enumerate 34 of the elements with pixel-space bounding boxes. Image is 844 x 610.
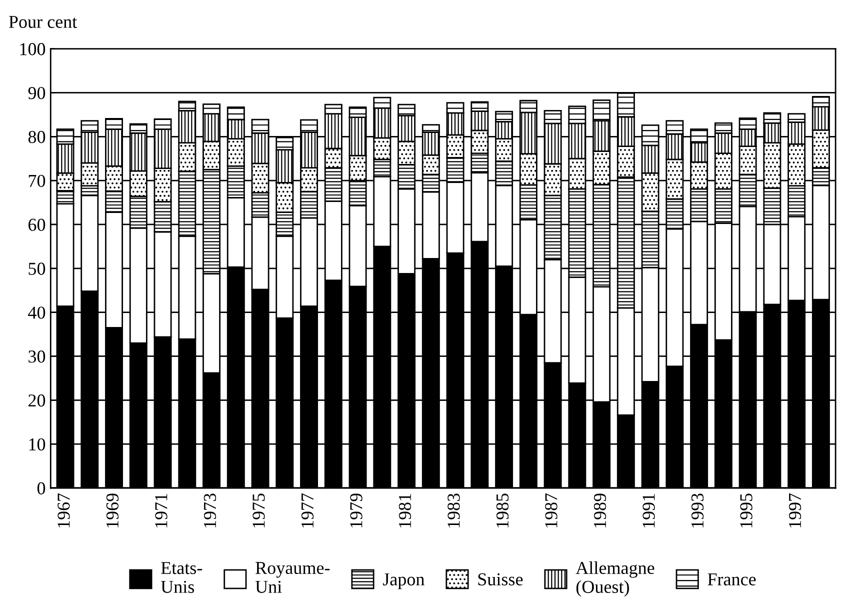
y-tick-label: 80 bbox=[28, 130, 46, 144]
y-axis-title: Pour cent bbox=[8, 16, 78, 28]
legend-label: Etats- Unis bbox=[160, 562, 202, 593]
x-tick-label: 1987 bbox=[545, 493, 558, 528]
x-tick-label: 1991 bbox=[642, 494, 655, 528]
y-tick-label: 100 bbox=[20, 43, 46, 56]
y-tick-label: 70 bbox=[28, 174, 46, 187]
x-tick-label: 1983 bbox=[448, 494, 460, 528]
y-tick-label: 0 bbox=[37, 482, 46, 494]
x-tick-label: 1997 bbox=[788, 493, 802, 528]
y-tick-label: 20 bbox=[28, 394, 46, 407]
y-tick-label: 50 bbox=[28, 262, 46, 275]
x-tick-label: 1995 bbox=[740, 494, 752, 528]
legend-label: Royaume- Uni bbox=[255, 562, 330, 593]
y-tick-label: 60 bbox=[28, 218, 46, 231]
x-tick-label: 1975 bbox=[252, 494, 265, 528]
y-tick-label: 90 bbox=[28, 86, 46, 100]
legend-label: Allemagne (Ouest) bbox=[576, 561, 654, 597]
x-tick-label: 1985 bbox=[496, 494, 509, 528]
y-tick-label: 30 bbox=[28, 350, 46, 363]
x-tick-label: 1967 bbox=[58, 493, 70, 528]
x-tick-label: 1971 bbox=[155, 494, 168, 528]
legend-label: Japon bbox=[383, 573, 424, 590]
legend-label: Suisse bbox=[478, 573, 523, 586]
legend-label: France bbox=[708, 573, 756, 586]
x-tick-label: 1977 bbox=[301, 493, 314, 528]
x-tick-label: 1973 bbox=[204, 494, 216, 528]
x-tick-label: 1979 bbox=[350, 494, 362, 528]
x-tick-label: 1981 bbox=[398, 494, 412, 528]
x-tick-label: 1993 bbox=[691, 494, 704, 528]
y-tick-label: 10 bbox=[29, 438, 46, 451]
x-tick-label: 1969 bbox=[106, 494, 119, 528]
y-tick-label: 40 bbox=[28, 306, 46, 319]
x-tick-label: 1989 bbox=[594, 494, 606, 528]
